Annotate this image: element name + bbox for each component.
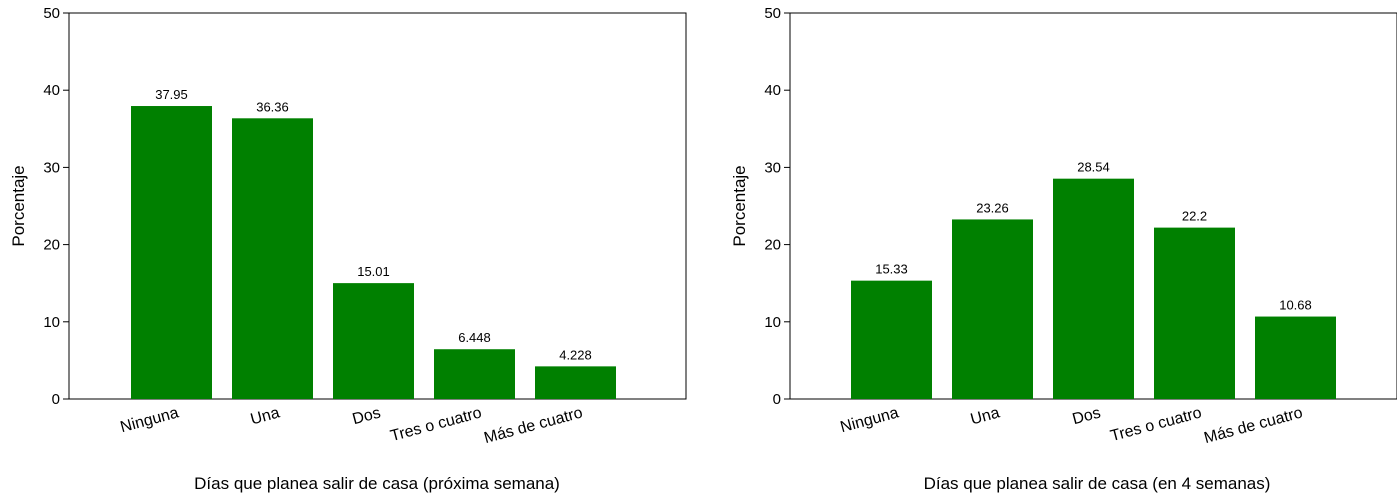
panel-1-bar-value-label: 4.228 [559, 347, 592, 362]
panel-1-x-axis-label: Días que planea salir de casa (próxima s… [194, 474, 560, 493]
panel-1-bar [434, 349, 515, 399]
panel-1-x-tick-label: Más de cuatro [482, 404, 584, 447]
panel-1-x-tick-label: Dos [351, 404, 383, 428]
panel-1-bar [535, 366, 616, 399]
panel-1-bar-value-label: 6.448 [458, 330, 491, 345]
panel-1-bar [131, 106, 212, 399]
panel-2-x-tick-label: Ninguna [839, 404, 901, 436]
panel-1-bar [333, 283, 414, 399]
panel-1-y-tick-label: 50 [43, 5, 60, 22]
panel-2-x-tick-label: Tres o cuatro [1109, 404, 1204, 445]
panel-2-x-axis-label: Días que planea salir de casa (en 4 sema… [924, 474, 1271, 493]
panel-2-bar [1154, 227, 1235, 399]
panel-2-bar-value-label: 15.33 [875, 262, 908, 277]
panel-2-bar [1053, 178, 1134, 399]
panel-2-bar-value-label: 28.54 [1077, 160, 1110, 175]
panel-1-bar-value-label: 37.95 [155, 87, 188, 102]
panel-2-bar-value-label: 22.2 [1182, 209, 1207, 224]
panel-2-bar [1255, 316, 1336, 399]
panel-1-x-tick-label: Una [249, 404, 282, 428]
panel-1-y-axis-label: Porcentaje [9, 165, 28, 246]
panel-2-y-tick-label: 40 [764, 82, 781, 99]
panel-1-y-tick-label: 0 [52, 391, 60, 408]
panel-2-x-tick-label: Dos [1071, 404, 1103, 428]
panel-1-bar [232, 118, 313, 400]
panel-2-y-tick-label: 0 [773, 391, 781, 408]
panel-1-y-tick-label: 30 [43, 159, 60, 176]
panel-2-y-tick-label: 10 [764, 314, 781, 331]
panel-2-y-tick-label: 50 [764, 5, 781, 22]
panel-1-x-tick-label: Tres o cuatro [389, 404, 484, 445]
panel-1-y-tick-label: 20 [43, 237, 60, 254]
panel-2-y-tick-label: 30 [764, 159, 781, 176]
panel-1-bar-value-label: 15.01 [357, 264, 390, 279]
panel-2-bar-value-label: 10.68 [1279, 298, 1312, 313]
panel-2-x-tick-label: Una [969, 404, 1002, 428]
panel-2-y-axis-label: Porcentaje [730, 165, 749, 246]
panel-1-x-tick-label: Ninguna [119, 404, 181, 436]
panel-2-bar-value-label: 23.26 [976, 200, 1009, 215]
panel-1-bar-value-label: 36.36 [256, 99, 289, 114]
panel-2-bar [851, 280, 932, 399]
panel-1-y-tick-label: 40 [43, 82, 60, 99]
panel-2-bar [952, 219, 1033, 399]
panel-2-y-tick-label: 20 [764, 237, 781, 254]
panel-2-x-tick-label: Más de cuatro [1202, 404, 1304, 447]
panel-1-y-tick-label: 10 [43, 314, 60, 331]
